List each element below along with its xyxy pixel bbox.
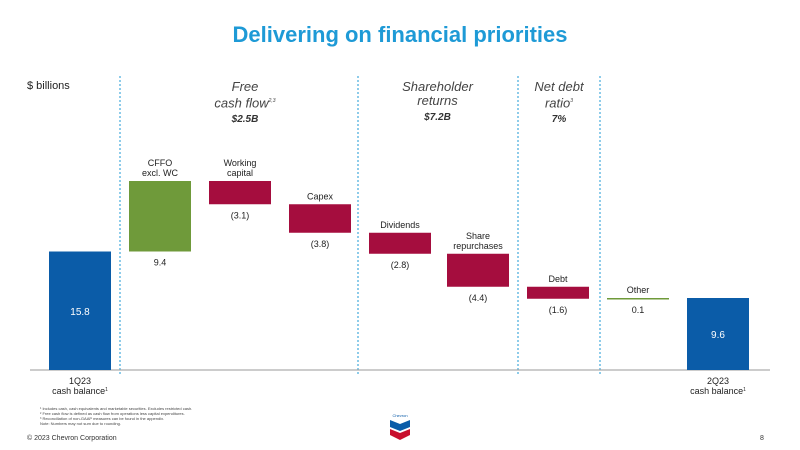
section-title-line2: cash flow — [214, 95, 269, 111]
section-dividers — [119, 76, 601, 375]
section-footnote-ref: 3 — [570, 98, 574, 104]
bar-5 — [447, 253, 509, 287]
section-value: $7.2B — [424, 112, 451, 123]
section-footnote-ref: 2,3 — [268, 98, 276, 104]
section-shareholder-returns: Shareholder returns $7.2B — [360, 79, 515, 124]
section-value: 7% — [551, 114, 567, 126]
unit-label: $ billions — [27, 80, 70, 92]
section-title-line2: returns — [417, 93, 458, 108]
category-label: CFFO — [148, 158, 173, 168]
category-label: Debt — [548, 274, 568, 284]
category-label: Capex — [307, 191, 334, 201]
category-label: cash balance1 — [52, 386, 108, 396]
copyright: © 2023 Chevron Corporation — [27, 435, 117, 442]
bar-8 — [687, 298, 749, 370]
logo-text: Chevron — [392, 413, 407, 418]
footnote: Note: Numbers may not sum due to roundin… — [40, 421, 121, 426]
category-label: Working — [224, 158, 257, 168]
category-label: Dividends — [380, 220, 420, 230]
bar-4 — [369, 232, 431, 254]
data-label: (3.8) — [311, 239, 330, 249]
section-net-debt-ratio: Net debt ratio3 7% — [518, 79, 600, 126]
bar-6 — [527, 286, 589, 299]
category-label: 1Q23 — [69, 376, 91, 386]
bar-0 — [49, 251, 111, 370]
bar-7 — [607, 298, 669, 300]
section-title-line1: Net debt — [534, 79, 584, 94]
category-label: 2Q23 — [707, 376, 729, 386]
data-label: 9.4 — [154, 258, 167, 268]
category-label: Share — [466, 231, 490, 241]
footnotes: ¹ Includes cash, cash equivalents and ma… — [40, 406, 192, 426]
category-label: repurchases — [453, 241, 503, 251]
footnote: ³ Reconciliation of non-GAAP measures ca… — [40, 416, 165, 421]
category-label: Other — [627, 285, 650, 295]
data-label: (2.8) — [391, 260, 410, 270]
category-label: excl. WC — [142, 168, 179, 178]
data-label: (4.4) — [469, 293, 488, 303]
data-label: (3.1) — [231, 210, 250, 220]
footnote: ² Free cash flow is defined as cash flow… — [40, 411, 185, 416]
section-value: $2.5B — [231, 114, 259, 126]
section-title-line1: Shareholder — [402, 79, 473, 94]
data-label: 9.6 — [711, 330, 725, 341]
page-number: 8 — [760, 435, 764, 442]
section-title-line1: Free — [231, 79, 259, 94]
data-label: 15.8 — [70, 307, 90, 318]
footnote: ¹ Includes cash, cash equivalents and ma… — [40, 406, 193, 411]
page-title: Delivering on financial priorities — [232, 22, 568, 47]
data-label: (1.6) — [549, 305, 568, 315]
category-label: cash balance1 — [690, 386, 746, 396]
data-label: 0.1 — [632, 305, 645, 315]
category-label: capital — [227, 168, 253, 178]
bar-3 — [289, 204, 351, 233]
section-free-cash-flow: Free cash flow2,3 $2.5B — [170, 79, 320, 126]
chevron-logo: Chevron — [390, 413, 410, 440]
bar-2 — [209, 181, 271, 205]
bar-1 — [129, 181, 191, 252]
section-title-line2: ratio — [544, 95, 571, 111]
